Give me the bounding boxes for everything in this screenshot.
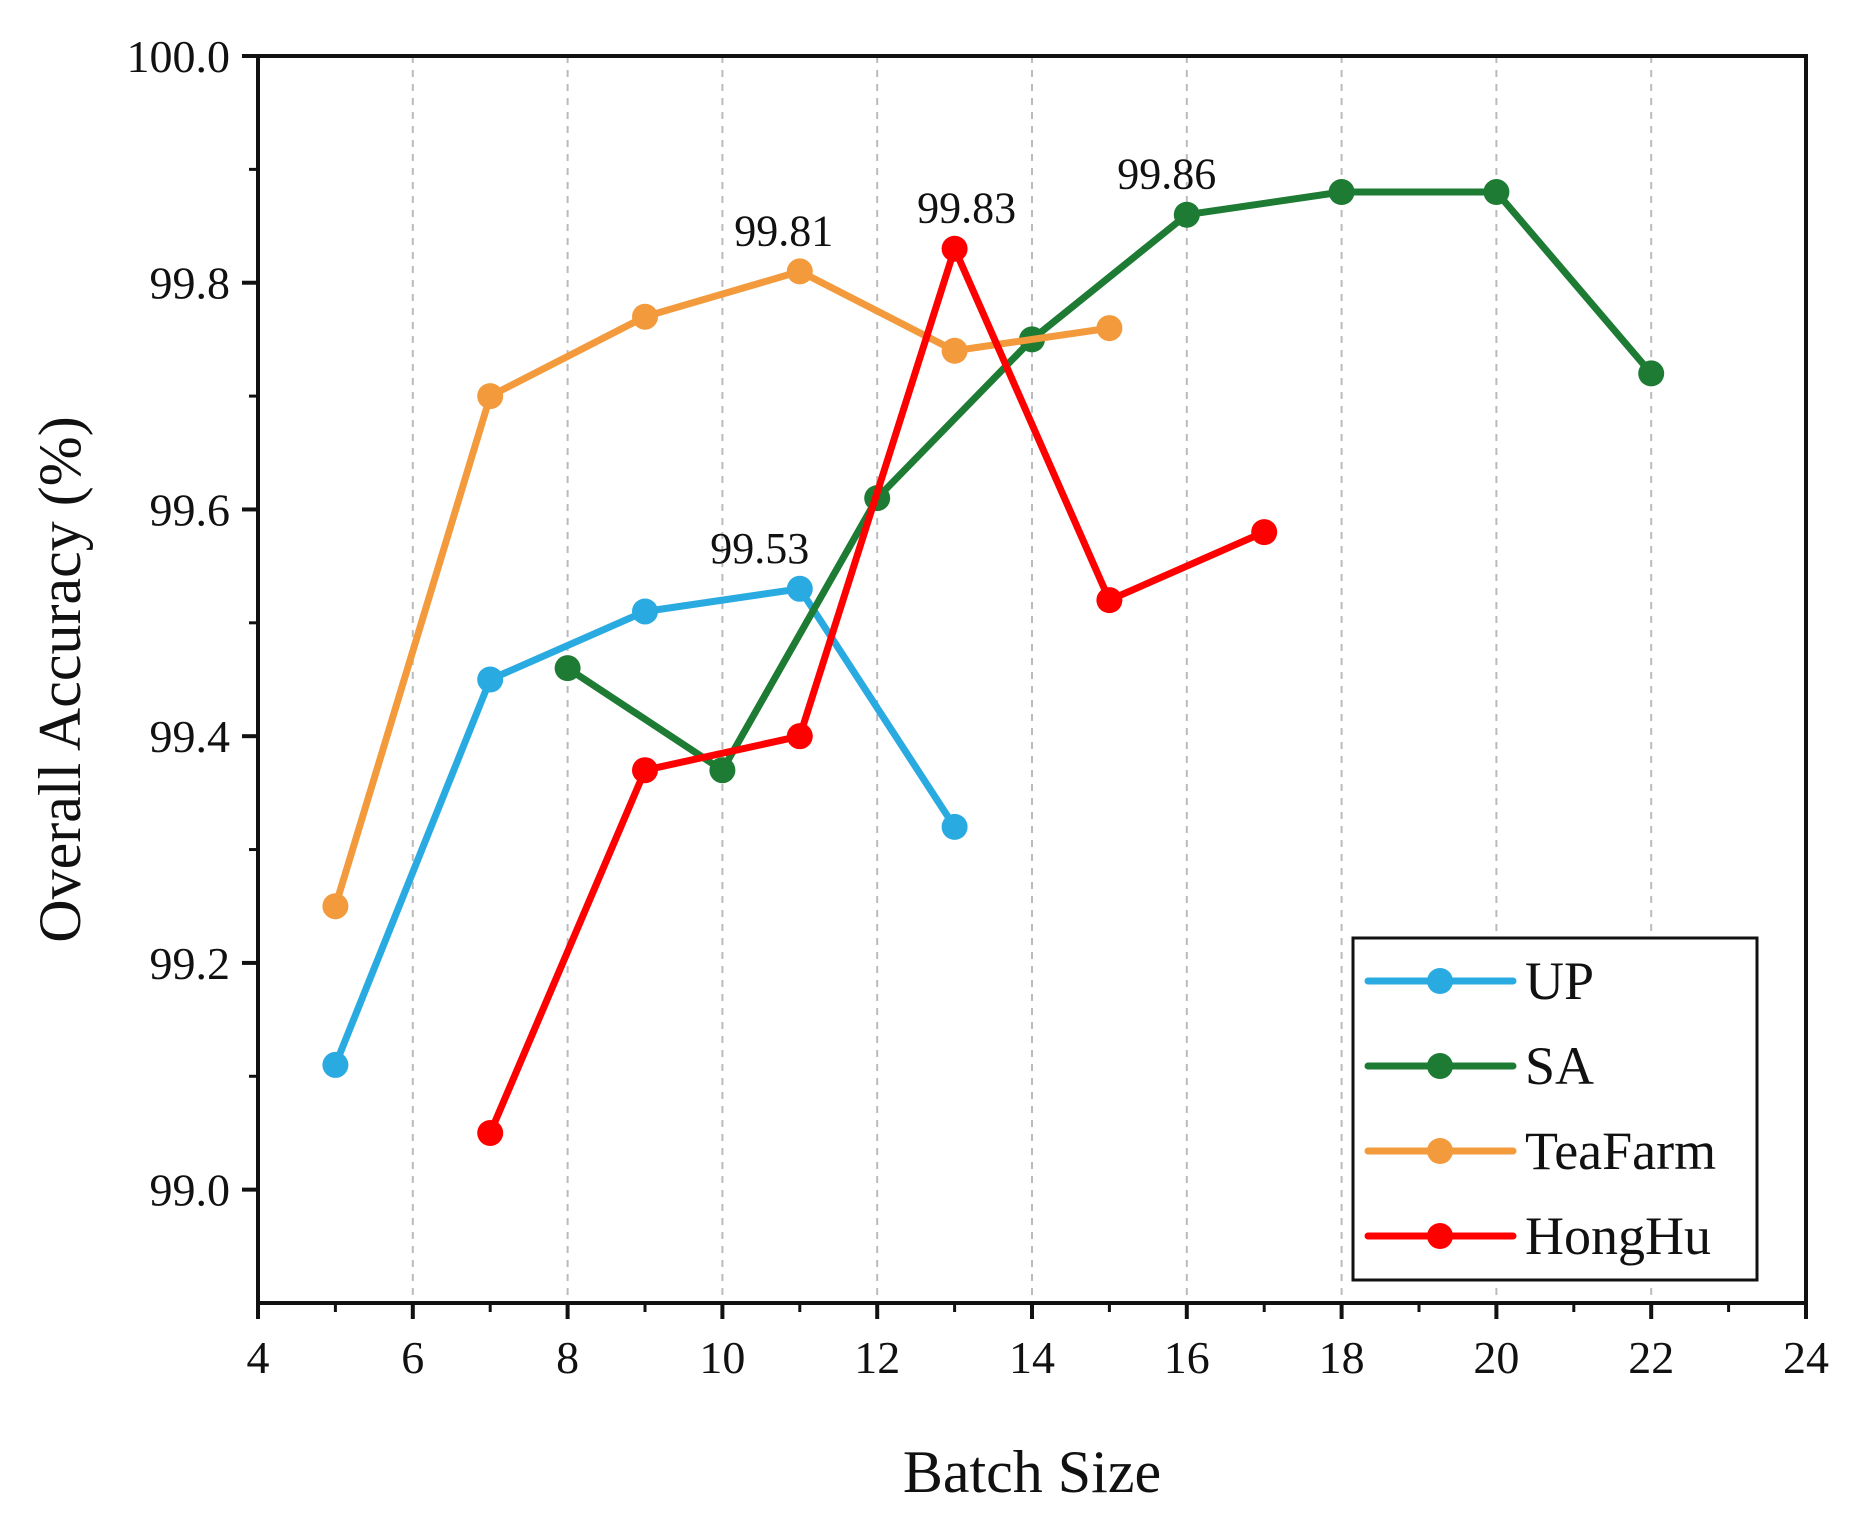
series-teafarm [322,258,1123,920]
annotations: 99.53 99.81 99.83 99.86 [710,150,1216,573]
series-line-honghu [486,245,1268,1137]
axes: 4 6 8 10 12 14 16 18 20 22 2499.099.299.499.699.81… [127,31,1830,1383]
x-tick-label: 12 [854,1332,900,1383]
data-point-sa [709,757,736,784]
x-tick-label: 6 [401,1332,424,1383]
legend-swatch-marker [1427,1138,1453,1164]
data-point-honghu [941,235,968,262]
data-point-teafarm [1096,315,1123,342]
legend-swatch-marker [1427,1223,1453,1249]
data-label: 99.86 [1117,150,1216,199]
x-tick-label: 14 [1009,1332,1055,1383]
y-tick-label: 99.4 [150,711,231,762]
x-tick-label: 20 [1473,1332,1519,1383]
y-tick-label: 99.8 [150,258,231,309]
data-point-sa [1483,179,1510,206]
x-tick-label: 24 [1783,1332,1829,1383]
data-point-honghu [632,757,658,784]
legend-swatch-marker [1427,968,1453,994]
legend-item-teafarm: TeaFarm [1364,1121,1716,1181]
y-tick-label: 99.6 [150,484,231,535]
data-point-up [632,598,658,625]
y-tick-label: 99.0 [150,1165,231,1216]
x-axis-title: Batch Size [903,1439,1161,1505]
data-point-teafarm [786,258,813,285]
series-sa [554,179,1665,784]
data-label: 99.83 [917,184,1016,233]
series-honghu [477,235,1278,1146]
legend-label: HongHu [1525,1206,1711,1266]
x-tick-label: 8 [556,1332,579,1383]
data-point-honghu [477,1119,504,1146]
series-line-up [331,585,959,1069]
legend-box [1351,936,1759,1282]
x-tick-label: 22 [1628,1332,1674,1383]
data-point-up [786,575,813,602]
data-point-honghu [1251,519,1278,546]
data-point-up [941,813,968,840]
data-point-sa [1328,179,1355,206]
legend-item-honghu: HongHu [1364,1206,1711,1266]
data-point-teafarm [322,893,349,920]
legend-label: SA [1525,1036,1594,1096]
series-up [322,575,968,1078]
y-axis-title: Overall Accuracy (%) [27,416,93,942]
data-point-up [477,666,504,693]
data-point-sa [554,655,581,682]
legend-swatch-marker [1427,1053,1453,1079]
legend-label: TeaFarm [1525,1121,1716,1181]
data-point-sa [1173,201,1200,228]
x-tick-label: 10 [699,1332,745,1383]
data-label: 99.81 [734,206,833,255]
y-tick-label: 99.2 [150,938,231,989]
legend-item-sa: SA [1364,1036,1594,1096]
legend-item-up: UP [1364,951,1594,1011]
x-tick-label: 18 [1319,1332,1365,1383]
x-tick-label: 4 [247,1332,270,1383]
data-point-honghu [1096,587,1123,614]
legend-label: UP [1525,951,1594,1011]
data-label: 99.53 [710,524,809,573]
legend: UP SA TeaFarm HongHu [1351,936,1759,1282]
data-point-sa [1638,360,1665,387]
data-point-teafarm [477,383,504,410]
data-point-teafarm [941,337,968,364]
series-line-teafarm [331,267,1113,910]
y-tick-label: 100.0 [127,31,231,82]
data-point-teafarm [632,303,658,330]
series-layer [322,179,1665,1146]
data-point-honghu [786,723,813,750]
x-tick-label: 16 [1164,1332,1210,1383]
data-point-up [322,1051,349,1078]
series-line-sa [564,188,1655,774]
